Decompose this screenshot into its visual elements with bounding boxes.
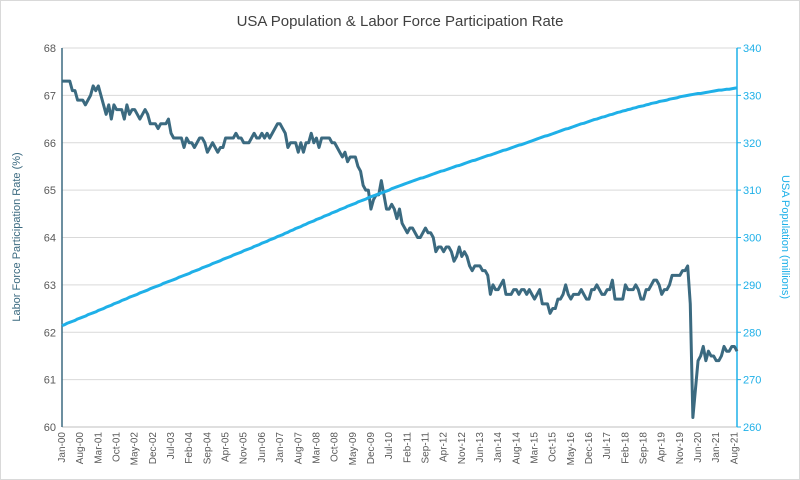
series-line [62,79,739,420]
x-tick-label: Dec-02 [148,432,159,465]
x-tick-label: Mar-08 [311,432,322,464]
x-tick-label: Jun-20 [693,432,704,463]
y2-tick-label: 280 [743,327,761,339]
x-tick-label: Dec-16 [584,432,595,465]
x-tick-label: Nov-05 [239,432,250,465]
x-tick-label: Sep-11 [420,432,431,464]
x-tick-label: Apr-05 [221,432,232,462]
y-axis-title: Labor Force Participation Rate (%) [11,152,23,321]
y2-tick-label: 270 [743,375,761,387]
x-tick-label: Oct-15 [548,432,559,462]
x-tick-label: Jul-17 [602,432,613,460]
x-tick-label: Jan-00 [57,432,68,463]
x-tick-label: May-02 [130,432,141,466]
y-tick-label: 62 [44,327,56,339]
x-tick-label: Jan-07 [275,432,286,463]
y-tick-label: 60 [44,422,56,434]
x-tick-label: Nov-19 [675,432,686,465]
x-tick-label: Aug-21 [729,432,740,465]
y2-tick-label: 330 [743,90,761,102]
x-tick-label: Nov-12 [457,432,468,465]
y-tick-label: 65 [44,185,56,197]
y2-tick-label: 290 [743,280,761,292]
x-tick-label: Aug-14 [511,432,522,465]
x-tick-label: Feb-18 [620,432,631,464]
x-tick-label: Jul-03 [166,432,177,460]
y-tick-label: 61 [44,375,56,387]
chart-title: USA Population & Labor Force Participati… [237,13,564,30]
x-tick-label: Sep-18 [639,432,650,465]
x-tick-label: Mar-01 [93,432,104,464]
y2-tick-label: 260 [743,422,761,434]
y2-tick-label: 320 [743,138,761,150]
x-tick-label: May-09 [348,432,359,466]
x-tick-label: Sep-04 [202,432,213,465]
x-tick-label: Aug-07 [293,432,304,465]
x-tick-label: Jul-10 [384,432,395,460]
x-tick-label: Apr-12 [439,432,450,462]
x-tick-label: Oct-01 [112,432,123,462]
x-tick-label: Jun-06 [257,432,268,463]
y2-axis-title: USA Population (millions) [779,175,791,299]
y-tick-label: 66 [44,138,56,150]
x-tick-label: Jan-21 [711,432,722,463]
series-line [61,86,738,328]
x-tick-label: Feb-11 [402,432,413,463]
y-tick-label: 68 [44,43,56,55]
x-tick-label: May-16 [566,432,577,466]
y-tick-label: 63 [44,280,56,292]
x-tick-label: Feb-04 [184,432,195,464]
x-tick-label: Jun-13 [475,432,486,463]
x-tick-label: Dec-09 [366,432,377,465]
x-tick-label: Oct-08 [330,432,341,462]
x-tick-label: Aug-00 [75,432,86,465]
x-tick-label: Jan-14 [493,432,504,463]
y-tick-label: 67 [44,90,56,102]
x-tick-label: Mar-15 [530,432,541,464]
y-tick-label: 64 [44,233,56,245]
x-tick-label: Apr-19 [657,432,668,462]
y2-tick-label: 310 [743,185,761,197]
y2-tick-label: 300 [743,233,761,245]
y2-tick-label: 340 [743,43,761,55]
